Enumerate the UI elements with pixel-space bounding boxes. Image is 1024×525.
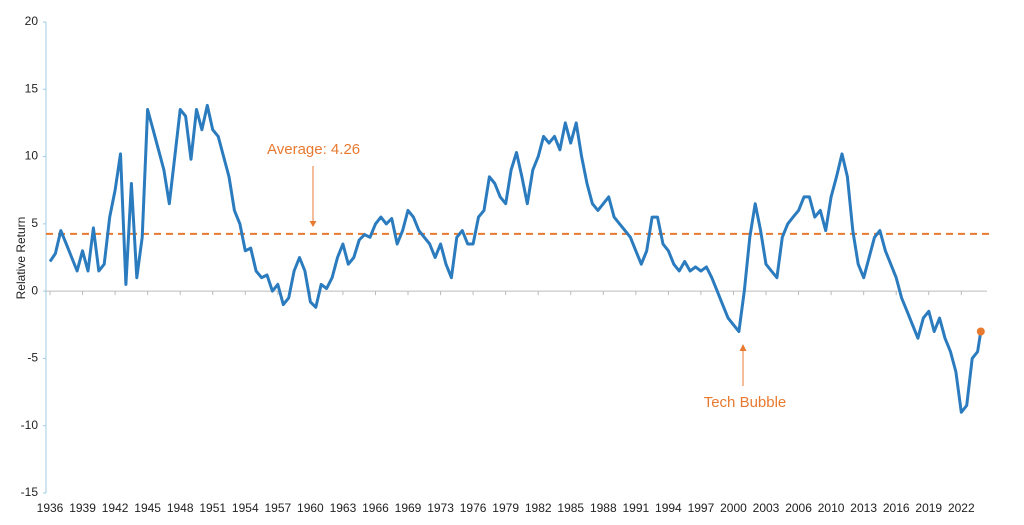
x-tick-label: 1963	[330, 501, 357, 515]
x-tick-label: 1936	[37, 501, 64, 515]
y-axis-label: Relative Return	[14, 217, 28, 300]
x-tick-label: 1979	[492, 501, 519, 515]
data-line	[48, 103, 983, 414]
y-tick-label: 20	[25, 14, 39, 28]
x-tick-label: 2013	[850, 501, 877, 515]
x-tick-label: 2016	[883, 501, 910, 515]
x-tick-label: 1945	[134, 501, 161, 515]
annotation-label: Tech Bubble	[704, 394, 787, 411]
x-tick-label: 1951	[199, 501, 226, 515]
x-tick-label: 1942	[102, 501, 129, 515]
x-tick-label: 1954	[232, 501, 259, 515]
x-tick-label: 1991	[622, 501, 649, 515]
x-tick-label: 1973	[427, 501, 454, 515]
x-tick-label: 1969	[395, 501, 422, 515]
x-tick-label: 1982	[525, 501, 552, 515]
x-tick-label: 1976	[460, 501, 487, 515]
last-point	[976, 327, 985, 336]
x-tick-label: 1966	[362, 501, 389, 515]
y-tick-label: 15	[25, 81, 39, 95]
x-tick-label: 2000	[720, 501, 747, 515]
x-tick-label: 2010	[818, 501, 845, 515]
y-tick-label: 5	[31, 216, 38, 230]
x-tick-label: 2022	[948, 501, 975, 515]
x-tick-label: 2003	[753, 501, 780, 515]
x-tick-label: 1948	[167, 501, 194, 515]
x-tick-label: 1960	[297, 501, 324, 515]
annotation-arrowhead	[739, 344, 747, 351]
y-tick-label: -5	[27, 351, 38, 365]
average-label: Average: 4.26	[267, 141, 360, 158]
x-tick-label: 1985	[557, 501, 584, 515]
x-tick-label: 1939	[69, 501, 96, 515]
x-tick-label: 2006	[785, 501, 812, 515]
x-tick-label: 1994	[655, 501, 682, 515]
x-tick-label: 1957	[264, 501, 291, 515]
average-arrowhead	[309, 221, 317, 227]
x-tick-label: 1997	[688, 501, 715, 515]
y-tick-label: 10	[25, 149, 39, 163]
y-tick-label: -10	[21, 418, 39, 432]
x-tick-label: 1988	[590, 501, 617, 515]
y-tick-label: -15	[21, 485, 39, 499]
x-tick-label: 2019	[915, 501, 942, 515]
y-tick-label: 0	[31, 283, 38, 297]
